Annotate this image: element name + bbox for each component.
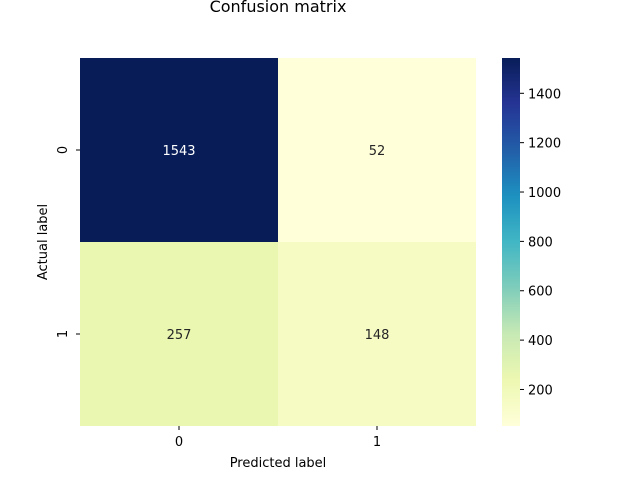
- colorbar-tick-label: 1200: [528, 137, 561, 152]
- heatmap-cell: [278, 242, 476, 426]
- cell-value-label: 52: [369, 144, 386, 159]
- chart-title: Confusion matrix: [210, 0, 347, 16]
- y-axis-label: Actual label: [36, 204, 51, 280]
- heatmap-cell: [80, 242, 278, 426]
- heatmap-cell: [80, 58, 278, 242]
- colorbar-tick-label: 800: [528, 235, 553, 250]
- y-axis: 01: [56, 146, 80, 338]
- colorbar-tick-label: 400: [528, 334, 553, 349]
- cell-value-label: 1543: [162, 144, 195, 159]
- cell-value-label: 148: [365, 328, 390, 343]
- cell-value-label: 257: [167, 328, 192, 343]
- colorbar-tick-label: 200: [528, 383, 553, 398]
- colorbar-tick-label: 600: [528, 285, 553, 300]
- y-tick-label: 1: [56, 330, 71, 338]
- x-axis-label: Predicted label: [230, 456, 327, 471]
- heatmap-cell: [278, 58, 476, 242]
- heatmap-cells: [80, 58, 476, 426]
- colorbar-tick-label: 1400: [528, 87, 561, 102]
- x-tick-label: 1: [373, 435, 381, 450]
- colorbar-tick-label: 1000: [528, 186, 561, 201]
- y-tick-label: 0: [56, 146, 71, 154]
- colorbar: [502, 58, 520, 426]
- colorbar-axis: 200 400 600 800 1000 1200 1400: [520, 87, 561, 398]
- x-tick-label: 0: [175, 435, 183, 450]
- heatmap-cell-labels: 1543 52 257 148: [162, 144, 389, 343]
